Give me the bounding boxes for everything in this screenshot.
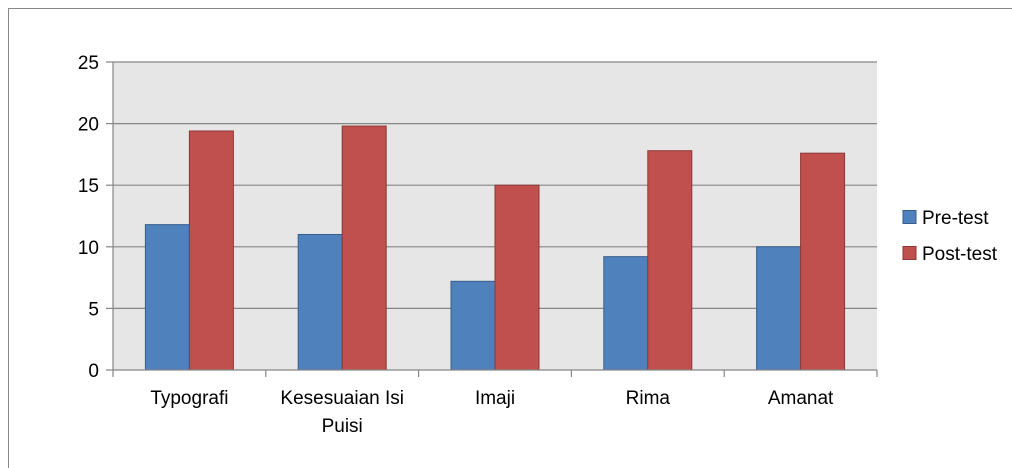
x-tick-label: Rima [626,388,671,409]
tick-labels: 0 5 10 15 20 25 Typografi Kesesuaian Isi Puisi Im… [78,53,834,437]
y-tick-label: 20 [78,115,99,136]
bar-post-test-5 [800,152,846,371]
bar-pre-test-3 [450,280,496,371]
bar-post-test-1 [188,130,234,371]
y-tick-label: 5 [88,299,99,320]
axes [106,61,878,377]
legend-label-post-test: Post-test [922,244,998,265]
x-tick-label: Typografi [150,388,228,409]
chart-frame [8,8,1012,468]
legend-swatch-pre-test [902,210,917,224]
bar-post-test-2 [341,125,387,371]
y-tick-label: 0 [88,361,99,382]
bar-pre-test-2 [297,233,343,371]
y-tick-label: 15 [78,176,99,197]
legend-swatch-post-test [902,246,917,260]
legend: Pre-test Post-test [902,208,998,265]
bar-pre-test-4 [603,256,649,371]
bar-pre-test-5 [756,246,802,371]
legend-label-pre-test: Pre-test [922,208,989,229]
x-tick-label: Amanat [768,388,834,409]
bar-pre-test-1 [144,224,190,371]
x-tick-label: Kesesuaian Isi Puisi [280,388,404,437]
x-tick-label: Imaji [475,388,515,409]
y-tick-label: 10 [78,238,99,259]
bars [144,125,846,371]
bar-post-test-4 [647,150,693,371]
bar-post-test-3 [494,184,540,371]
y-tick-label: 25 [78,53,99,74]
